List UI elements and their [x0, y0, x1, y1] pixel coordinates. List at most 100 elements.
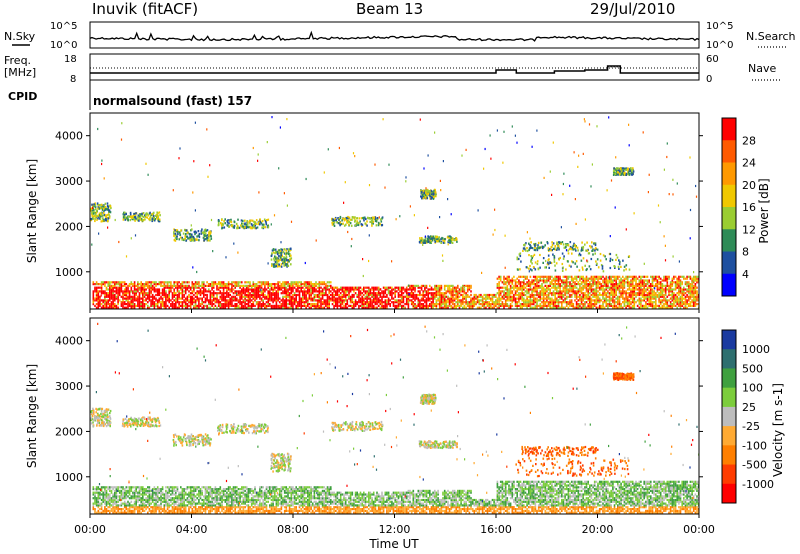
heat-cell [650, 290, 652, 293]
heat-cell [407, 288, 410, 291]
heat-cell [402, 295, 405, 298]
heat-cell [392, 292, 395, 295]
heat-cell [348, 293, 350, 297]
heat-cell [603, 288, 606, 291]
heat-cell [526, 306, 528, 309]
heat-cell [597, 295, 599, 298]
heat-cell [222, 297, 225, 300]
heat-cell [326, 288, 329, 291]
heat-cell [382, 295, 385, 298]
heat-cell [401, 290, 403, 293]
heat-cell [386, 299, 388, 302]
heat-cell [678, 275, 680, 278]
heat-cell [207, 234, 209, 237]
heat-cell [462, 288, 464, 291]
heat-cell [519, 295, 522, 298]
heat-cell [359, 293, 362, 297]
heat-cell [585, 284, 588, 287]
heat-cell [364, 306, 367, 309]
heat-cell [414, 284, 416, 287]
heat-cell [424, 194, 426, 197]
heat-cell [323, 288, 326, 291]
heat-cell [615, 290, 617, 293]
heat-cell [97, 293, 100, 297]
heat-cell [286, 261, 289, 264]
heat-cell [376, 217, 379, 220]
heat-cell [422, 297, 424, 300]
heat-cell [224, 295, 227, 298]
heat-cell [434, 191, 436, 194]
heat-cell [202, 236, 205, 239]
heat-cell [592, 303, 594, 306]
heat-cell [437, 292, 439, 295]
heat-cell [641, 281, 644, 284]
heat-cell [399, 304, 401, 307]
heat-cell [678, 284, 680, 287]
heat-cell [208, 290, 210, 293]
heat-cell [318, 306, 321, 309]
heat-cell [216, 299, 218, 302]
heat-cell [227, 292, 230, 295]
heat-cell [509, 288, 512, 291]
heat-cell [526, 301, 528, 304]
heat-cell [646, 295, 649, 298]
heat-cell [511, 283, 514, 286]
heat-cell [118, 293, 121, 297]
heat-cell [278, 263, 280, 266]
heat-cell [521, 292, 523, 295]
heat-cell [605, 301, 608, 304]
heat-cell [290, 303, 293, 306]
heat-cell [587, 277, 589, 280]
heat-cell [620, 286, 622, 289]
heat-cell [681, 299, 683, 302]
heat-cell [635, 288, 637, 291]
heat-cell [313, 283, 316, 286]
heat-cell [163, 306, 166, 309]
heat-cell [303, 301, 306, 304]
heat-cell [598, 304, 601, 307]
heat-cell [255, 290, 258, 293]
heat-cell [676, 299, 678, 302]
heat-cell [302, 286, 304, 289]
heat-cell [381, 306, 383, 309]
heat-cell [249, 292, 251, 295]
heat-cell [171, 297, 174, 300]
heat-cell [210, 235, 212, 238]
heat-cell [310, 283, 312, 286]
heat-cell [369, 301, 372, 304]
heat-cell [143, 292, 146, 295]
heat-cell [638, 288, 641, 291]
heat-cell [688, 295, 690, 298]
heat-cell [645, 288, 647, 291]
heat-cell [409, 284, 411, 287]
heat-cell [676, 279, 678, 282]
heat-cell [249, 284, 251, 287]
heat-cell [442, 237, 444, 240]
heat-cell [626, 275, 629, 278]
heat-cell [440, 304, 443, 307]
heat-cell [437, 238, 439, 241]
heat-cell [244, 292, 246, 295]
heat-cell [429, 235, 432, 238]
heat-cell [430, 194, 432, 197]
heat-cell [521, 288, 523, 291]
heat-cell [368, 306, 370, 309]
heat-cell [516, 297, 518, 300]
heat-cell [153, 288, 156, 291]
heat-cell [414, 286, 416, 289]
heat-cell [333, 306, 335, 309]
heat-cell [353, 286, 355, 289]
heat-cell [120, 304, 123, 307]
heat-cell [468, 301, 471, 304]
heat-cell [181, 295, 184, 298]
heat-cell [671, 295, 674, 298]
heat-cell [465, 299, 467, 302]
heat-cell [366, 299, 368, 302]
heat-cell [188, 281, 190, 284]
heat-cell [641, 304, 644, 307]
heat-cell [595, 277, 598, 280]
heat-cell [552, 299, 555, 302]
heat-cell [279, 256, 282, 259]
heat-cell [679, 297, 682, 300]
heat-cell [298, 301, 301, 304]
